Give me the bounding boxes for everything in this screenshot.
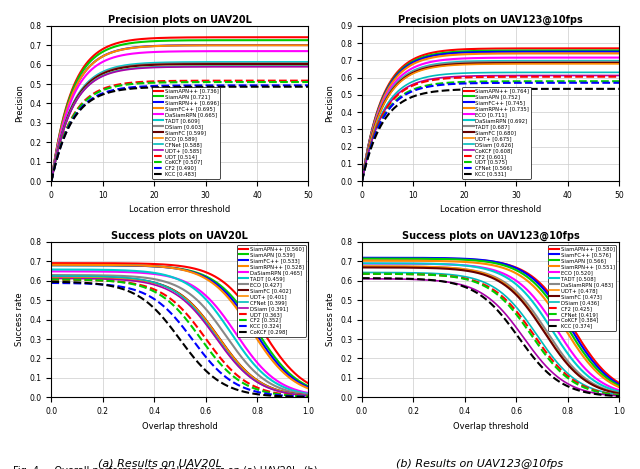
Legend: SiamAPN++ [0.580], SiamFC++ [0.576], SiamAPN [0.566], SiamRPN++ [0.551], ECO [0.: SiamAPN++ [0.580], SiamFC++ [0.576], Sia… xyxy=(548,244,616,331)
Title: Success plots on UAV20L: Success plots on UAV20L xyxy=(111,231,248,241)
Y-axis label: Success rate: Success rate xyxy=(326,293,335,347)
X-axis label: Overlap threshold: Overlap threshold xyxy=(142,422,218,431)
Title: Precision plots on UAV20L: Precision plots on UAV20L xyxy=(108,15,252,25)
Text: (b) Results on UAV123@10fps: (b) Results on UAV123@10fps xyxy=(396,459,564,469)
X-axis label: Location error threshold: Location error threshold xyxy=(440,205,541,214)
Y-axis label: Precision: Precision xyxy=(15,84,24,122)
Legend: SiamAPN++ [0.764], SiamAPN [0.752], SiamFC++ [0.745], SiamRPN++ [0.735], ECO [0.: SiamAPN++ [0.764], SiamAPN [0.752], Siam… xyxy=(462,87,531,179)
Text: (a) Results on UAV20L: (a) Results on UAV20L xyxy=(98,459,222,469)
Legend: SiamAPN++ [0.736], SiamAPN [0.721], SiamRPN++ [0.696], SiamFC++ [0.695], DaSiamR: SiamAPN++ [0.736], SiamAPN [0.721], Siam… xyxy=(152,87,221,179)
X-axis label: Overlap threshold: Overlap threshold xyxy=(452,422,529,431)
Text: Fig. 4.    Overall performance of all trackers on (a) UAV20L, (b): Fig. 4. Overall performance of all track… xyxy=(13,466,317,469)
Title: Success plots on UAV123@10fps: Success plots on UAV123@10fps xyxy=(402,231,579,242)
Title: Precision plots on UAV123@10fps: Precision plots on UAV123@10fps xyxy=(398,15,583,25)
Y-axis label: Precision: Precision xyxy=(326,84,335,122)
Legend: SiamAPN++ [0.560], SiamAPN [0.539], SiamFC++ [0.533], SiamRPN++ [0.528], DaSiamR: SiamAPN++ [0.560], SiamAPN [0.539], Siam… xyxy=(237,244,306,337)
X-axis label: Location error threshold: Location error threshold xyxy=(129,205,230,214)
Y-axis label: Success rate: Success rate xyxy=(15,293,24,347)
